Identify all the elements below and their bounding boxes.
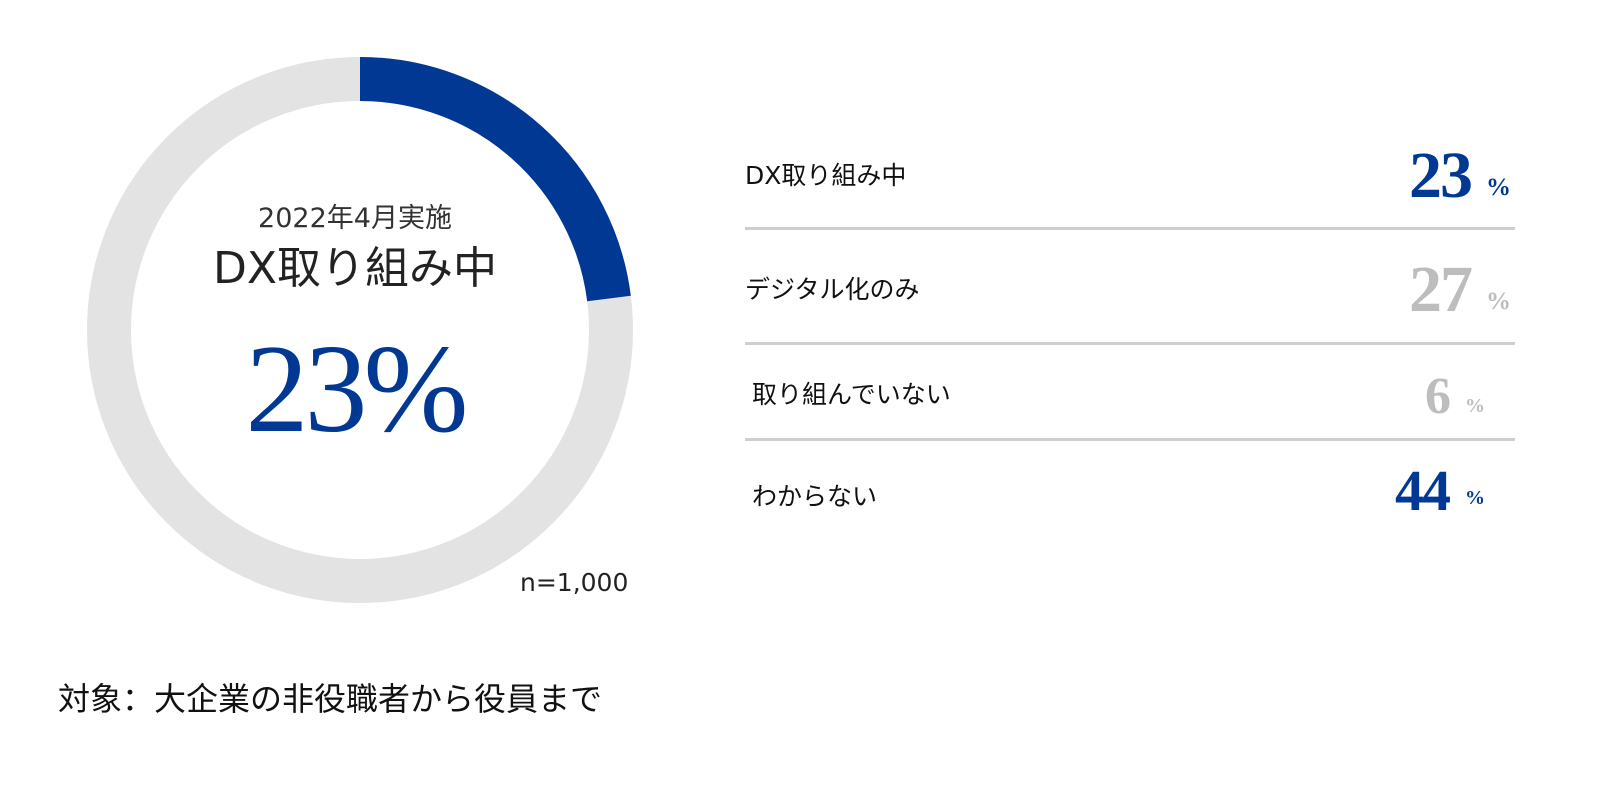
row-divider [745,227,1515,230]
row-unit: % [1465,487,1485,509]
row-label: 取り組んでいない [752,380,951,409]
row-value: 27 [1409,253,1473,326]
row-unit: % [1486,288,1511,315]
chart-center-value: 23% [245,320,469,459]
footnote: 対象：大企業の非役職者から役員まで [58,680,603,718]
chart-subtitle: 2022年4月実施 [258,203,452,234]
donut-segment-dx [359,57,631,302]
row-label: DX取り組み中 [745,161,907,190]
donut-chart [87,57,633,603]
row-label: わからない [752,482,878,511]
row-unit: % [1486,174,1511,201]
row-unit: % [1465,395,1485,417]
row-divider [745,342,1515,345]
row-label: デジタル化のみ [745,275,920,304]
row-divider [745,438,1515,441]
sample-size-note: n=1,000 [520,568,629,597]
row-value: 23 [1409,139,1473,212]
chart-title: DX取り組み中 [212,243,498,294]
row-value: 6 [1425,368,1451,425]
row-value: 44 [1395,458,1451,523]
